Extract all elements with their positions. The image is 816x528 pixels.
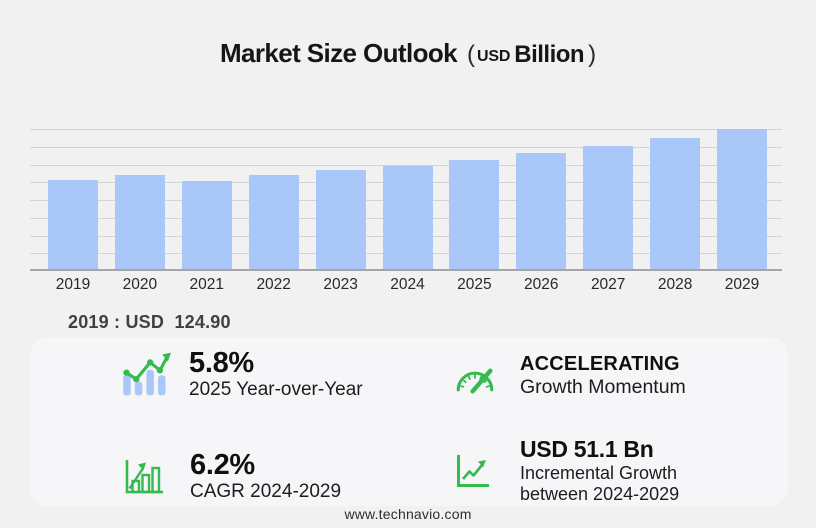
chart-title-main: Market Size Outlook [219,38,458,68]
stat-incremental-text: USD 51.1 Bn Incremental Growth between 2… [520,436,720,505]
stat-yoy-value: 5.8% [189,347,254,379]
bar-2027 [583,145,634,269]
stat-incremental-growth: USD 51.1 Bn Incremental Growth between 2… [455,436,720,505]
x-tick-2028: 2028 [657,276,693,293]
x-tick-2026: 2026 [524,276,559,293]
stat-yoy-growth: 5.8% 2025 Year-over-Year [120,348,363,401]
gridline-175 [30,146,782,148]
base-year-annotation: 2019 : USD 124.90 [68,312,231,332]
x-tick-2029: 2029 [724,276,760,293]
bar-2025 [449,159,500,269]
bar-2029 [717,129,767,269]
x-tick-2023: 2023 [323,276,358,293]
x-tick-2020: 2020 [122,276,158,293]
stats-panel [30,337,788,506]
title-paren-close: ) [588,41,597,68]
stat-cagr-value: 6.2% [190,449,255,481]
bar-2023 [315,170,366,269]
title-unit-prefix: USD [477,48,511,65]
x-tick-2022: 2022 [256,276,291,293]
stat-growth-momentum: ACCELERATING Growth Momentum [452,353,686,399]
speedometer-icon [452,358,498,395]
chart-title: Market Size Outlook (USD Billion) [0,38,816,69]
stat-momentum-text: ACCELERATING Growth Momentum [520,353,686,399]
stat-yoy-label: 2025 Year-over-Year [189,379,363,400]
stat-cagr: 6.2% CAGR 2024-2029 [124,450,341,503]
incremental-growth-icon [455,454,491,488]
bar-2019 [48,180,98,269]
stat-momentum-value: ACCELERATING [520,353,680,375]
bar-2020 [114,174,165,269]
bar-2022 [248,175,299,269]
bar-chart-plot [30,129,782,271]
website-url: www.technavio.com [344,506,472,522]
x-tick-2027: 2027 [590,276,626,293]
bar-2028 [650,137,701,269]
bar-2026 [516,152,567,269]
stat-momentum-label: Growth Momentum [520,376,686,398]
trend-line-chart-icon [120,351,172,398]
title-paren-open: ( [467,41,476,68]
growth-bars-icon [124,459,164,495]
bar-2024 [382,165,433,269]
gridline-150 [30,164,782,166]
stat-incremental-value: USD 51.1 Bn [520,436,654,462]
stat-cagr-text: 6.2% CAGR 2024-2029 [190,450,341,503]
x-tick-2024: 2024 [390,276,425,293]
stat-incremental-label: Incremental Growth between 2024-2029 [520,463,680,504]
gridline-200 [30,129,782,130]
x-tick-2021: 2021 [189,276,225,293]
x-tick-2025: 2025 [457,276,492,293]
stat-yoy-text: 5.8% 2025 Year-over-Year [189,348,363,401]
stat-cagr-label: CAGR 2024-2029 [190,481,342,502]
title-unit: Billion [514,41,585,68]
bar-2021 [181,180,232,269]
x-axis-labels: 2019 2020 2021 2022 2023 2024 2025 2026 2027 2028… [30,276,782,296]
x-tick-2019: 2019 [55,276,91,293]
